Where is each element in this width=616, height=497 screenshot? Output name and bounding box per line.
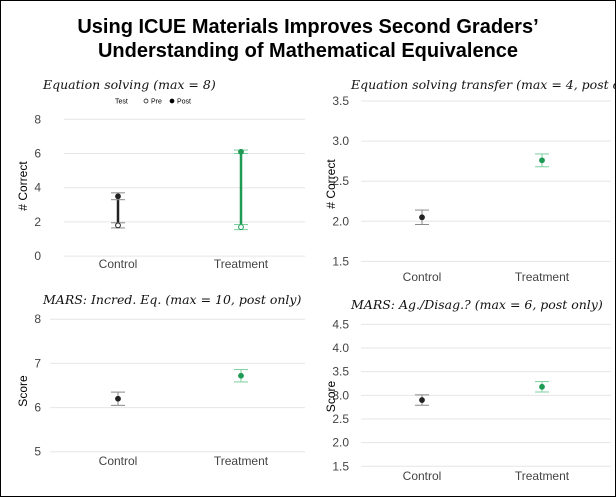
legend-title: Test <box>115 99 128 106</box>
y-tick-label: 1.5 <box>332 459 349 473</box>
data-point <box>115 193 121 200</box>
data-point <box>115 395 121 402</box>
y-tick-label: 2 <box>34 215 41 229</box>
legend-marker-post <box>169 98 175 104</box>
y-tick-label: 1.5 <box>332 254 349 268</box>
x-tick-label-control: Control <box>99 454 138 468</box>
y-tick-label: 4 <box>34 181 41 195</box>
y-tick-label: 6 <box>34 146 41 160</box>
y-tick-label: 2.0 <box>332 436 349 450</box>
x-tick-label-control: Control <box>99 257 138 271</box>
x-tick-label-treatment: Treatment <box>214 454 269 468</box>
y-tick-label: 2.0 <box>332 214 349 228</box>
data-point <box>115 222 121 229</box>
y-axis-label: Score <box>16 375 30 407</box>
y-axis-label: # Correct <box>16 161 30 211</box>
panel-title: Equation solving transfer (max = 4, post… <box>350 77 616 92</box>
y-axis-label: # Correct <box>324 159 338 209</box>
y-tick-label: 3.0 <box>332 134 349 148</box>
legend: Test Pre Post <box>115 99 191 106</box>
y-tick-label: 6 <box>34 401 41 415</box>
legend-label-post: Post <box>177 99 191 106</box>
x-tick-label-control: Control <box>403 270 442 284</box>
y-axis-label: Score <box>324 381 338 413</box>
panel-title: Equation solving (max = 8) <box>42 77 216 92</box>
data-point <box>238 224 244 230</box>
panel-title: MARS: Ag./Disag.? (max = 6, post only) <box>350 297 603 312</box>
data-point <box>419 397 425 403</box>
y-tick-label: 7 <box>34 356 41 370</box>
chart-panel-equation-solving-transfer: Equation solving transfer (max = 4, post… <box>324 77 616 284</box>
y-tick-label: 3.5 <box>332 94 349 108</box>
figure-title: Using ICUE Materials Improves Second Gra… <box>1 15 615 63</box>
chart-panel-mars-incred-eq: MARS: Incred. Eq. (max = 10, post only) 5… <box>16 292 305 468</box>
legend-marker-pre <box>143 98 149 104</box>
x-tick-label-treatment: Treatment <box>515 469 570 483</box>
y-tick-label: 4.0 <box>332 341 349 355</box>
y-tick-label: 8 <box>34 312 41 326</box>
data-point <box>238 372 244 379</box>
data-point <box>539 157 545 164</box>
y-tick-label: 2.5 <box>332 412 349 426</box>
y-tick-label: 0 <box>34 249 41 263</box>
y-tick-label: 4.5 <box>332 317 349 331</box>
figure-title-line-2: Understanding of Mathematical Equivalenc… <box>97 40 519 62</box>
chart-panel-equation-solving: Equation solving (max = 8) 0 2 4 6 8 Control Tr… <box>16 77 305 271</box>
x-tick-label-treatment: Treatment <box>515 270 570 284</box>
data-point <box>238 148 244 155</box>
y-tick-label: 2.5 <box>332 174 349 188</box>
data-point <box>419 214 425 221</box>
chart-panel-mars-ag-disag: MARS: Ag./Disag.? (max = 6, post only) 1.… <box>324 297 611 483</box>
y-tick-label: 3.5 <box>332 365 349 379</box>
x-tick-label-treatment: Treatment <box>214 257 269 271</box>
y-tick-label: 8 <box>34 112 41 126</box>
legend-label-pre: Pre <box>151 99 162 106</box>
y-tick-label: 5 <box>34 445 41 459</box>
x-tick-label-control: Control <box>403 469 442 483</box>
panel-title: MARS: Incred. Eq. (max = 10, post only) <box>42 292 301 307</box>
data-point <box>539 383 545 390</box>
figure-title-line-1: Using ICUE Materials Improves Second Gra… <box>77 16 539 38</box>
y-tick-label: 3.0 <box>332 388 349 402</box>
